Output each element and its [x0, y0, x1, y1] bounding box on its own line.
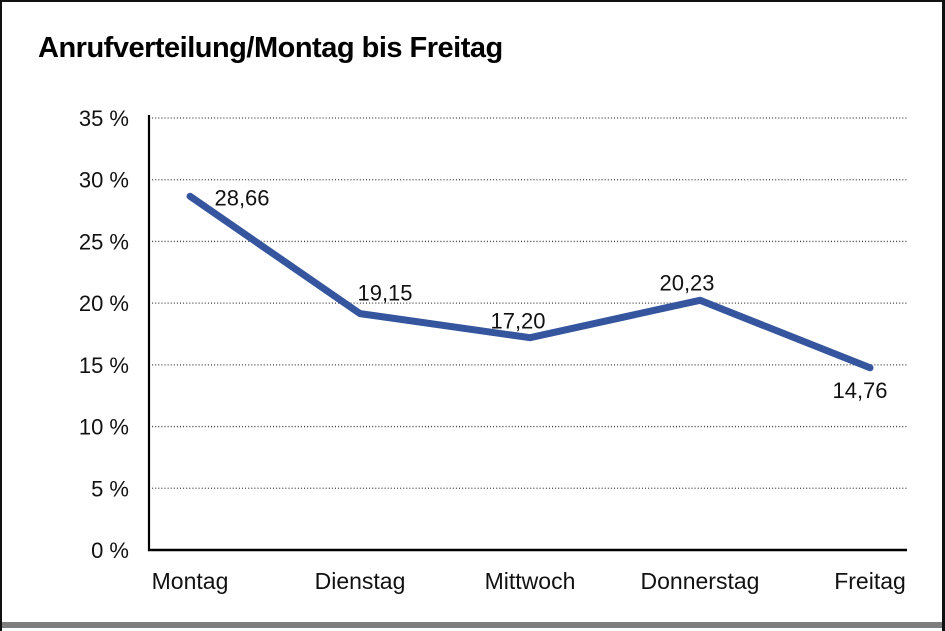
y-tick-label: 5 %: [91, 476, 129, 501]
y-tick-label: 0 %: [91, 538, 129, 563]
series-line: [186, 192, 874, 372]
data-point-labels: 28,66 19,15 17,20 20,23 14,76: [214, 185, 887, 403]
data-label: 20,23: [659, 270, 714, 295]
y-tick-label: 30 %: [79, 168, 129, 193]
y-tick-label: 35 %: [79, 106, 129, 131]
y-tick-label: 10 %: [79, 415, 129, 440]
y-tick-label: 25 %: [79, 229, 129, 254]
bottom-edge-bar: [2, 622, 942, 628]
data-label: 19,15: [357, 281, 412, 306]
gridlines: [149, 117, 907, 489]
x-tick-label: Montag: [152, 568, 229, 594]
data-label: 28,66: [214, 185, 269, 210]
data-label: 17,20: [490, 309, 545, 334]
y-axis-tick-labels: 0 % 5 % 10 % 15 % 20 % 25 % 30 % 35 %: [79, 106, 129, 563]
x-tick-label: Dienstag: [315, 568, 406, 594]
x-tick-label: Mittwoch: [485, 568, 576, 594]
chart-title: Anrufverteilung/Montag bis Freitag: [38, 32, 503, 64]
x-tick-label: Freitag: [834, 568, 906, 594]
axes: [147, 115, 907, 552]
y-tick-label: 20 %: [79, 291, 129, 316]
data-label: 14,76: [832, 378, 887, 403]
x-axis-category-labels: Montag Dienstag Mittwoch Donnerstag Freitag: [152, 568, 906, 594]
y-tick-label: 15 %: [79, 353, 129, 378]
data-series: [186, 192, 874, 372]
x-tick-label: Donnerstag: [641, 568, 760, 594]
